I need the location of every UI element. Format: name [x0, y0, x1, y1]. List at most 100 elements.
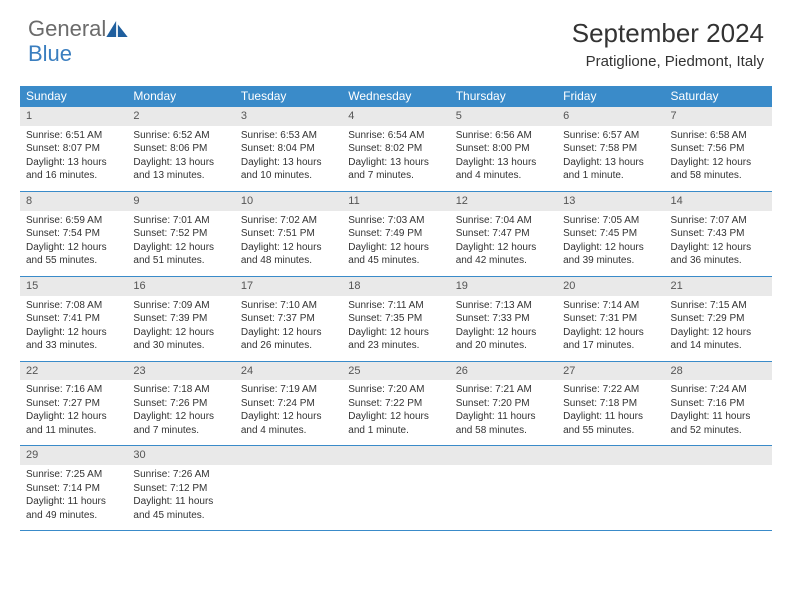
- day-cell: 8Sunrise: 6:59 AMSunset: 7:54 PMDaylight…: [20, 191, 127, 276]
- day-number-empty: [557, 446, 664, 465]
- day-number-empty: [235, 446, 342, 465]
- day-cell: 16Sunrise: 7:09 AMSunset: 7:39 PMDayligh…: [127, 276, 234, 361]
- day-cell: [557, 446, 664, 531]
- day-number: 24: [235, 362, 342, 381]
- sunset-line: Sunset: 7:54 PM: [26, 227, 121, 241]
- sunset-line: Sunset: 7:29 PM: [671, 312, 766, 326]
- day-cell: 21Sunrise: 7:15 AMSunset: 7:29 PMDayligh…: [665, 276, 772, 361]
- day-number: 9: [127, 192, 234, 211]
- day-number: 10: [235, 192, 342, 211]
- day-number: 13: [557, 192, 664, 211]
- brand-sail-icon: [106, 21, 128, 37]
- daylight-line: Daylight: 12 hours and 14 minutes.: [671, 326, 766, 353]
- sunrise-line: Sunrise: 7:01 AM: [133, 214, 228, 228]
- sunrise-line: Sunrise: 7:07 AM: [671, 214, 766, 228]
- sunrise-line: Sunrise: 7:04 AM: [456, 214, 551, 228]
- sunrise-line: Sunrise: 7:22 AM: [563, 383, 658, 397]
- day-cell: 14Sunrise: 7:07 AMSunset: 7:43 PMDayligh…: [665, 191, 772, 276]
- day-body: Sunrise: 7:10 AMSunset: 7:37 PMDaylight:…: [235, 296, 342, 361]
- day-body: Sunrise: 7:08 AMSunset: 7:41 PMDaylight:…: [20, 296, 127, 361]
- day-cell: 6Sunrise: 6:57 AMSunset: 7:58 PMDaylight…: [557, 107, 664, 192]
- day-body: Sunrise: 6:58 AMSunset: 7:56 PMDaylight:…: [665, 126, 772, 191]
- day-number: 22: [20, 362, 127, 381]
- sunrise-line: Sunrise: 6:59 AM: [26, 214, 121, 228]
- day-body: Sunrise: 6:53 AMSunset: 8:04 PMDaylight:…: [235, 126, 342, 191]
- sunset-line: Sunset: 7:37 PM: [241, 312, 336, 326]
- dow-row: Sunday Monday Tuesday Wednesday Thursday…: [20, 86, 772, 107]
- sunset-line: Sunset: 7:22 PM: [348, 397, 443, 411]
- brand-logo: General Blue: [28, 18, 130, 67]
- day-number: 4: [342, 107, 449, 126]
- day-number: 1: [20, 107, 127, 126]
- sunrise-line: Sunrise: 7:03 AM: [348, 214, 443, 228]
- day-body: Sunrise: 7:15 AMSunset: 7:29 PMDaylight:…: [665, 296, 772, 361]
- week-row: 15Sunrise: 7:08 AMSunset: 7:41 PMDayligh…: [20, 276, 772, 361]
- day-number: 6: [557, 107, 664, 126]
- sunset-line: Sunset: 8:02 PM: [348, 142, 443, 156]
- day-number: 29: [20, 446, 127, 465]
- dow-thursday: Thursday: [450, 86, 557, 107]
- day-body: Sunrise: 7:04 AMSunset: 7:47 PMDaylight:…: [450, 211, 557, 276]
- sunrise-line: Sunrise: 6:52 AM: [133, 129, 228, 143]
- daylight-line: Daylight: 12 hours and 58 minutes.: [671, 156, 766, 183]
- day-cell: 30Sunrise: 7:26 AMSunset: 7:12 PMDayligh…: [127, 446, 234, 531]
- sunrise-line: Sunrise: 6:54 AM: [348, 129, 443, 143]
- day-number: 20: [557, 277, 664, 296]
- dow-wednesday: Wednesday: [342, 86, 449, 107]
- sunrise-line: Sunrise: 6:53 AM: [241, 129, 336, 143]
- day-cell: 13Sunrise: 7:05 AMSunset: 7:45 PMDayligh…: [557, 191, 664, 276]
- dow-sunday: Sunday: [20, 86, 127, 107]
- daylight-line: Daylight: 13 hours and 16 minutes.: [26, 156, 121, 183]
- daylight-line: Daylight: 12 hours and 51 minutes.: [133, 241, 228, 268]
- daylight-line: Daylight: 12 hours and 17 minutes.: [563, 326, 658, 353]
- day-body: Sunrise: 6:56 AMSunset: 8:00 PMDaylight:…: [450, 126, 557, 191]
- daylight-line: Daylight: 13 hours and 7 minutes.: [348, 156, 443, 183]
- sunrise-line: Sunrise: 7:18 AM: [133, 383, 228, 397]
- sunset-line: Sunset: 7:16 PM: [671, 397, 766, 411]
- day-cell: 2Sunrise: 6:52 AMSunset: 8:06 PMDaylight…: [127, 107, 234, 192]
- brand-word2: Blue: [28, 41, 72, 67]
- day-body: Sunrise: 6:51 AMSunset: 8:07 PMDaylight:…: [20, 126, 127, 191]
- day-body: Sunrise: 7:01 AMSunset: 7:52 PMDaylight:…: [127, 211, 234, 276]
- sunset-line: Sunset: 7:33 PM: [456, 312, 551, 326]
- daylight-line: Daylight: 12 hours and 7 minutes.: [133, 410, 228, 437]
- daylight-line: Daylight: 12 hours and 33 minutes.: [26, 326, 121, 353]
- sunset-line: Sunset: 7:43 PM: [671, 227, 766, 241]
- day-number-empty: [342, 446, 449, 465]
- day-cell: [342, 446, 449, 531]
- day-number: 14: [665, 192, 772, 211]
- sunrise-line: Sunrise: 7:16 AM: [26, 383, 121, 397]
- day-cell: 20Sunrise: 7:14 AMSunset: 7:31 PMDayligh…: [557, 276, 664, 361]
- day-body: Sunrise: 7:25 AMSunset: 7:14 PMDaylight:…: [20, 465, 127, 530]
- sunset-line: Sunset: 7:41 PM: [26, 312, 121, 326]
- sunset-line: Sunset: 8:07 PM: [26, 142, 121, 156]
- sunrise-line: Sunrise: 7:20 AM: [348, 383, 443, 397]
- daylight-line: Daylight: 11 hours and 55 minutes.: [563, 410, 658, 437]
- sunset-line: Sunset: 7:24 PM: [241, 397, 336, 411]
- daylight-line: Daylight: 12 hours and 4 minutes.: [241, 410, 336, 437]
- day-cell: 5Sunrise: 6:56 AMSunset: 8:00 PMDaylight…: [450, 107, 557, 192]
- day-body: Sunrise: 6:54 AMSunset: 8:02 PMDaylight:…: [342, 126, 449, 191]
- day-number-empty: [450, 446, 557, 465]
- sunrise-line: Sunrise: 6:57 AM: [563, 129, 658, 143]
- daylight-line: Daylight: 12 hours and 55 minutes.: [26, 241, 121, 268]
- day-number: 25: [342, 362, 449, 381]
- sunset-line: Sunset: 7:51 PM: [241, 227, 336, 241]
- day-body: Sunrise: 7:16 AMSunset: 7:27 PMDaylight:…: [20, 380, 127, 445]
- day-cell: 23Sunrise: 7:18 AMSunset: 7:26 PMDayligh…: [127, 361, 234, 446]
- day-body: Sunrise: 7:22 AMSunset: 7:18 PMDaylight:…: [557, 380, 664, 445]
- day-number: 3: [235, 107, 342, 126]
- day-body: Sunrise: 7:20 AMSunset: 7:22 PMDaylight:…: [342, 380, 449, 445]
- day-cell: [665, 446, 772, 531]
- sunset-line: Sunset: 7:27 PM: [26, 397, 121, 411]
- day-cell: 27Sunrise: 7:22 AMSunset: 7:18 PMDayligh…: [557, 361, 664, 446]
- day-cell: [450, 446, 557, 531]
- day-cell: 15Sunrise: 7:08 AMSunset: 7:41 PMDayligh…: [20, 276, 127, 361]
- week-row: 29Sunrise: 7:25 AMSunset: 7:14 PMDayligh…: [20, 446, 772, 531]
- sunset-line: Sunset: 8:06 PM: [133, 142, 228, 156]
- sunset-line: Sunset: 7:39 PM: [133, 312, 228, 326]
- sunrise-line: Sunrise: 7:02 AM: [241, 214, 336, 228]
- sunrise-line: Sunrise: 7:08 AM: [26, 299, 121, 313]
- day-cell: 1Sunrise: 6:51 AMSunset: 8:07 PMDaylight…: [20, 107, 127, 192]
- daylight-line: Daylight: 12 hours and 39 minutes.: [563, 241, 658, 268]
